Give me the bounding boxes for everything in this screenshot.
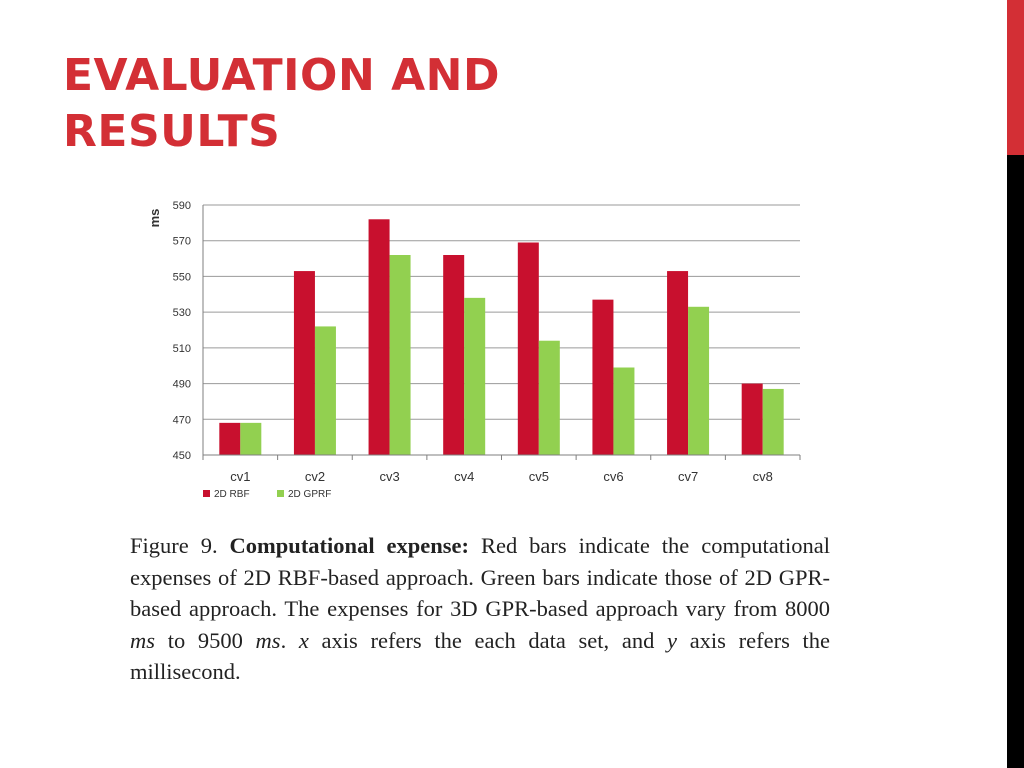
y-tick-label: 570 (173, 236, 191, 248)
bar-2d-gprf-cv1 (240, 422, 262, 455)
axes: 450 470 490 510 530 550 570 590 ms cv1 cv2 cv3 cv4 cv… (147, 200, 801, 484)
caption-bold-title: Computational expense: (229, 533, 470, 558)
y-axis-label: ms (147, 209, 162, 228)
bar-2d-rbf-cv7 (667, 271, 689, 455)
y-tick-label: 590 (173, 200, 191, 212)
bar-2d-gprf-cv8 (762, 388, 784, 455)
grid-lines (203, 204, 800, 456)
bar-2d-gprf-cv3 (389, 255, 411, 455)
legend-label: 2D GPRF (288, 489, 331, 500)
bar-2d-rbf-cv1 (219, 422, 241, 455)
bar-chart: 450 470 490 510 530 550 570 590 ms cv1 cv2 cv3 cv4 cv… (147, 200, 801, 500)
y-tick-label: 510 (173, 343, 191, 355)
bar-2d-rbf-cv5 (517, 242, 539, 455)
slide-title-line1: EVALUATION AND (63, 50, 500, 101)
figure-caption: Figure 9. Computational expense: Red bar… (130, 530, 830, 688)
x-tick-label: cv6 (603, 469, 623, 484)
side-accent-bar-red (1007, 0, 1024, 155)
bar-2d-rbf-cv6 (592, 299, 614, 455)
slide-title: EVALUATION AND RESULTS (63, 48, 500, 160)
y-tick-label: 470 (173, 414, 191, 426)
caption-math-ms-1: ms (130, 627, 156, 653)
caption-math-y: y (667, 627, 678, 653)
bar-2d-rbf-cv3 (368, 219, 390, 455)
bar-2d-gprf-cv2 (314, 326, 336, 455)
bar-2d-gprf-cv4 (464, 297, 486, 455)
caption-math-ms-2: ms (255, 627, 281, 653)
bar-2d-rbf-cv8 (741, 383, 763, 455)
x-tick-label: cv7 (678, 469, 698, 484)
x-tick-label: cv3 (379, 469, 399, 484)
bar-2d-rbf-cv4 (443, 255, 465, 455)
legend-swatch (277, 490, 284, 497)
bar-2d-rbf-cv2 (293, 271, 315, 455)
x-tick-label: cv2 (305, 469, 325, 484)
caption-text-d: axis refers the each data set, and (308, 627, 668, 653)
caption-label: Figure 9. (130, 533, 230, 558)
x-tick-label: cv4 (454, 469, 474, 484)
side-accent-bar-black (1007, 155, 1024, 768)
caption-text-c: . (280, 627, 299, 653)
bar-marks (219, 219, 784, 455)
bar-2d-gprf-cv7 (688, 306, 710, 455)
x-tick-label: cv1 (230, 469, 250, 484)
caption-text-e: axis refers the millisecond. (130, 627, 830, 685)
caption-text-a: Red bars indicate the computational expe… (130, 533, 830, 621)
bar-2d-gprf-cv5 (538, 340, 560, 455)
bar-2d-gprf-cv6 (613, 367, 635, 455)
slide-title-line2: RESULTS (63, 106, 281, 157)
caption-math-x: x (298, 627, 309, 653)
y-tick-label: 450 (173, 450, 191, 462)
y-tick-label: 490 (173, 379, 191, 391)
caption-text-b: to 9500 (155, 627, 256, 653)
y-tick-label: 530 (173, 307, 191, 319)
legend: 2D RBF 2D GPRF (203, 489, 331, 500)
legend-label: 2D RBF (214, 489, 250, 500)
y-tick-label: 550 (173, 271, 191, 283)
x-tick-label: cv5 (529, 469, 549, 484)
legend-swatch (203, 490, 210, 497)
x-tick-label: cv8 (753, 469, 773, 484)
